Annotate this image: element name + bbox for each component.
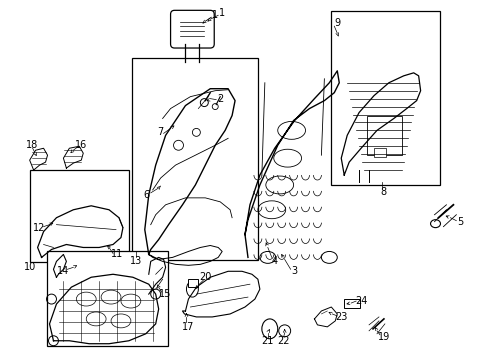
Text: 8: 8 bbox=[380, 187, 386, 197]
Text: 20: 20 bbox=[199, 272, 211, 282]
Text: 2: 2 bbox=[217, 94, 223, 104]
Text: 18: 18 bbox=[25, 140, 38, 150]
Bar bbox=[373, 148, 385, 157]
Text: 16: 16 bbox=[75, 140, 87, 150]
Bar bbox=[46, 251, 167, 346]
Text: 12: 12 bbox=[33, 222, 46, 233]
Text: 19: 19 bbox=[377, 332, 389, 342]
Text: 5: 5 bbox=[456, 217, 463, 227]
Text: 23: 23 bbox=[334, 312, 347, 322]
Bar bbox=[366, 116, 401, 155]
Bar bbox=[331, 11, 440, 185]
Text: 22: 22 bbox=[277, 336, 289, 346]
Text: 13: 13 bbox=[129, 256, 142, 266]
Bar bbox=[188, 279, 198, 287]
Text: 1: 1 bbox=[212, 10, 218, 20]
Text: 15: 15 bbox=[159, 289, 171, 299]
Text: 24: 24 bbox=[354, 296, 366, 306]
Text: 1: 1 bbox=[219, 8, 225, 18]
Text: 11: 11 bbox=[111, 249, 123, 260]
Bar bbox=[30, 170, 129, 262]
Text: 17: 17 bbox=[182, 322, 194, 332]
Text: 7: 7 bbox=[157, 127, 163, 138]
Text: 6: 6 bbox=[143, 190, 149, 200]
Text: 21: 21 bbox=[261, 336, 273, 346]
Text: 14: 14 bbox=[57, 266, 69, 276]
Text: 4: 4 bbox=[271, 256, 277, 266]
Text: 9: 9 bbox=[333, 18, 340, 28]
FancyBboxPatch shape bbox=[170, 10, 214, 48]
Bar bbox=[132, 58, 257, 260]
Text: 3: 3 bbox=[291, 266, 297, 276]
Text: 10: 10 bbox=[23, 262, 36, 272]
Bar bbox=[344, 299, 359, 308]
